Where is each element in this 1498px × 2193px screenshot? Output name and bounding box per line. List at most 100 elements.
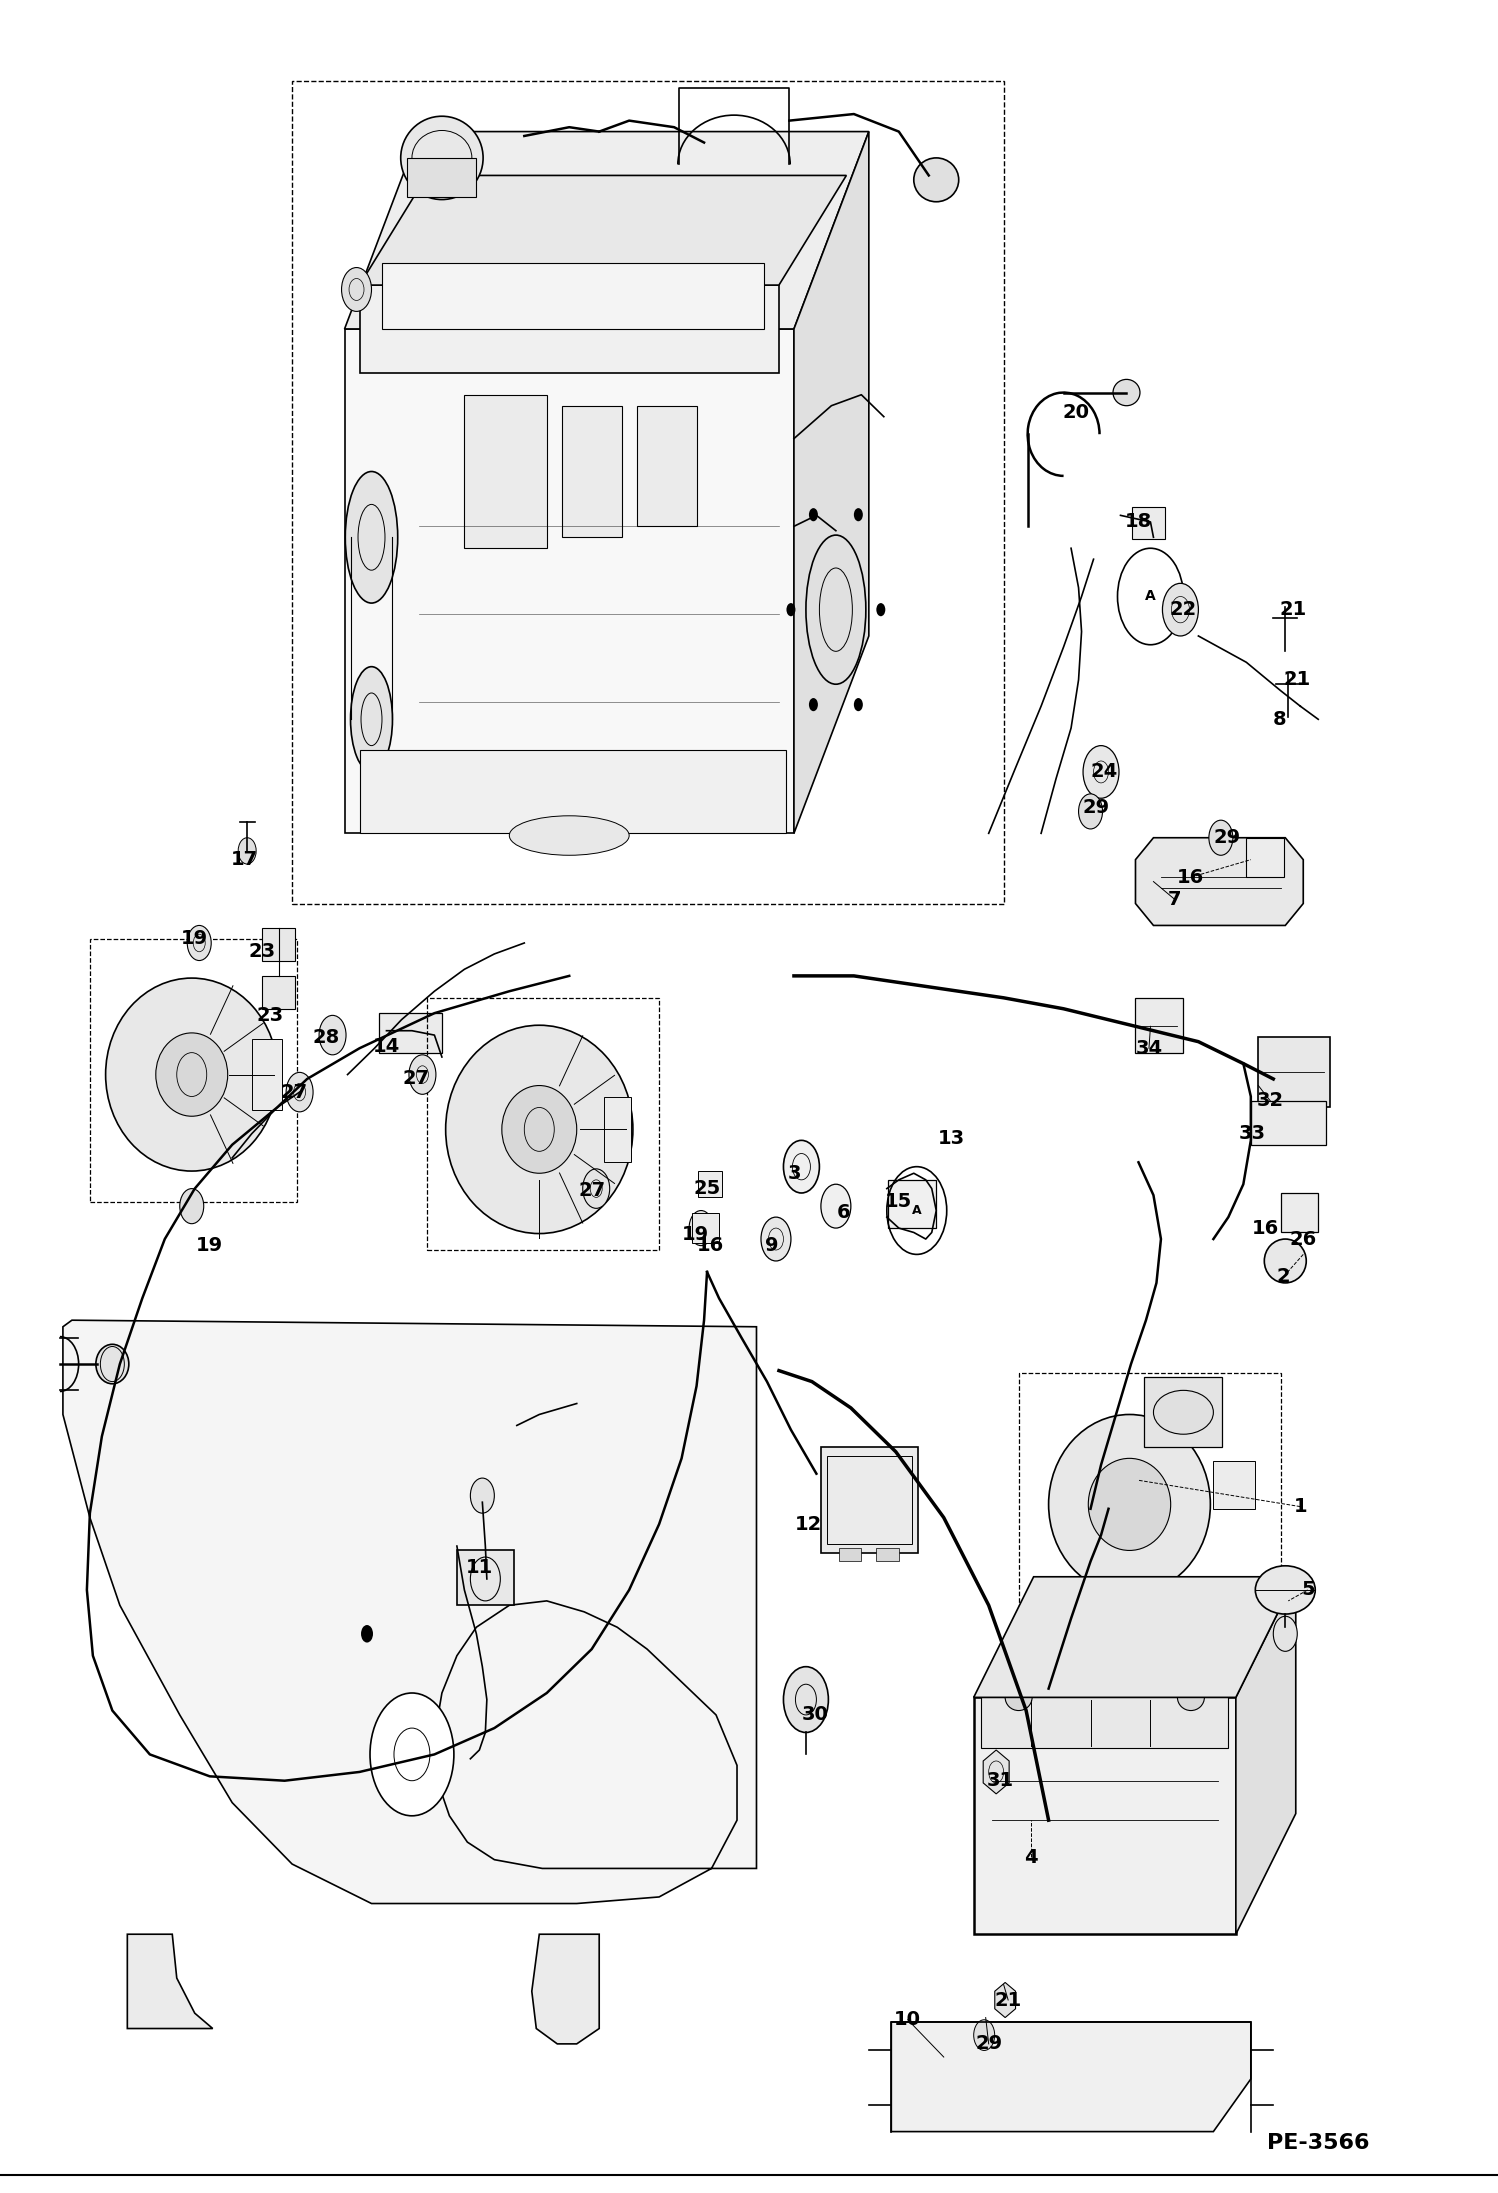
Ellipse shape: [156, 1033, 228, 1116]
Polygon shape: [127, 1934, 213, 2029]
Polygon shape: [974, 1697, 1236, 1934]
Text: 25: 25: [694, 1180, 721, 1197]
Circle shape: [761, 1217, 791, 1261]
Polygon shape: [464, 395, 547, 548]
Polygon shape: [1135, 838, 1303, 925]
Ellipse shape: [509, 816, 629, 855]
Ellipse shape: [1113, 379, 1140, 406]
Circle shape: [1083, 746, 1119, 798]
Text: 5: 5: [1300, 1581, 1315, 1599]
Circle shape: [809, 697, 818, 711]
Ellipse shape: [1005, 1684, 1032, 1711]
Text: 14: 14: [373, 1037, 400, 1055]
Text: 27: 27: [280, 1083, 307, 1101]
Ellipse shape: [806, 535, 866, 684]
Circle shape: [876, 603, 885, 616]
Text: 19: 19: [682, 1226, 709, 1243]
Text: 34: 34: [1135, 1039, 1162, 1057]
Polygon shape: [698, 1171, 722, 1197]
Ellipse shape: [1153, 1390, 1213, 1434]
Circle shape: [583, 1169, 610, 1208]
Text: 20: 20: [1062, 404, 1089, 421]
Text: 31: 31: [987, 1772, 1014, 1789]
Ellipse shape: [914, 158, 959, 202]
Circle shape: [180, 1189, 204, 1224]
Polygon shape: [876, 1548, 899, 1561]
Polygon shape: [821, 1447, 918, 1553]
Circle shape: [783, 1140, 819, 1193]
Ellipse shape: [400, 116, 482, 200]
Polygon shape: [604, 1096, 631, 1162]
Polygon shape: [1213, 1461, 1255, 1509]
Text: 21: 21: [1284, 671, 1311, 689]
Ellipse shape: [105, 978, 279, 1171]
Ellipse shape: [1088, 1458, 1170, 1550]
Text: 4: 4: [1023, 1849, 1038, 1866]
Polygon shape: [839, 1548, 861, 1561]
Polygon shape: [981, 1697, 1228, 1748]
Text: 29: 29: [1083, 798, 1110, 816]
Text: 7: 7: [1167, 890, 1182, 908]
Polygon shape: [891, 2022, 1251, 2132]
Ellipse shape: [502, 1086, 577, 1173]
Polygon shape: [1132, 507, 1165, 539]
Text: 29: 29: [1213, 829, 1240, 846]
Circle shape: [1162, 583, 1198, 636]
Text: 24: 24: [1091, 763, 1118, 781]
Polygon shape: [252, 1039, 282, 1110]
Text: 19: 19: [181, 930, 208, 947]
Polygon shape: [888, 1180, 936, 1228]
Text: 16: 16: [697, 1237, 724, 1254]
Circle shape: [854, 697, 863, 711]
Text: 18: 18: [1125, 513, 1152, 531]
Text: 11: 11: [466, 1559, 493, 1577]
Circle shape: [370, 1693, 454, 1816]
Text: 6: 6: [836, 1204, 851, 1222]
Text: PE-3566: PE-3566: [1267, 2132, 1369, 2154]
Circle shape: [1209, 820, 1233, 855]
Text: 21: 21: [1279, 601, 1306, 618]
Circle shape: [319, 1015, 346, 1055]
Circle shape: [361, 1625, 373, 1643]
Circle shape: [786, 603, 795, 616]
Circle shape: [689, 1211, 713, 1246]
Text: 27: 27: [578, 1182, 605, 1200]
Text: 30: 30: [801, 1706, 828, 1724]
Text: 13: 13: [938, 1129, 965, 1147]
Text: 28: 28: [313, 1029, 340, 1046]
Circle shape: [409, 1055, 436, 1094]
Polygon shape: [1236, 1577, 1296, 1934]
Text: 23: 23: [249, 943, 276, 961]
Circle shape: [809, 509, 818, 522]
Text: 16: 16: [1177, 868, 1204, 886]
Circle shape: [342, 268, 372, 311]
Ellipse shape: [1177, 1684, 1204, 1711]
Polygon shape: [382, 263, 764, 329]
Circle shape: [974, 2020, 995, 2050]
Text: A: A: [912, 1204, 921, 1217]
Polygon shape: [1246, 838, 1284, 877]
Text: 3: 3: [786, 1164, 801, 1182]
Polygon shape: [262, 976, 295, 1009]
Ellipse shape: [446, 1026, 632, 1232]
Text: 9: 9: [764, 1237, 779, 1254]
Text: 33: 33: [1239, 1125, 1266, 1143]
Polygon shape: [1251, 1101, 1326, 1145]
Polygon shape: [345, 132, 869, 329]
Ellipse shape: [345, 471, 398, 603]
Text: 23: 23: [256, 1007, 283, 1024]
Polygon shape: [1144, 1377, 1222, 1447]
Circle shape: [238, 838, 256, 864]
Polygon shape: [794, 132, 869, 833]
Polygon shape: [974, 1577, 1296, 1697]
Circle shape: [187, 925, 211, 961]
Circle shape: [1273, 1616, 1297, 1651]
Circle shape: [783, 1667, 828, 1732]
Polygon shape: [562, 406, 622, 537]
Circle shape: [821, 1184, 851, 1228]
Ellipse shape: [96, 1344, 129, 1384]
Circle shape: [470, 1478, 494, 1513]
Ellipse shape: [351, 667, 392, 772]
Polygon shape: [1135, 998, 1183, 1053]
Ellipse shape: [1255, 1566, 1315, 1614]
